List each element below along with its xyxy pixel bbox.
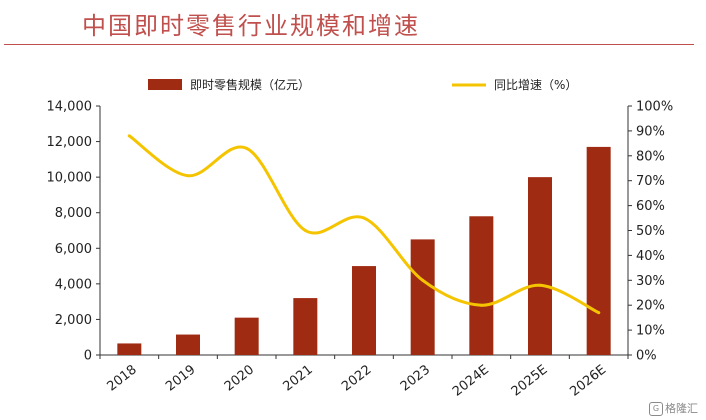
right-tick-label: 30%	[636, 274, 665, 289]
x-tick-label: 2023	[398, 362, 433, 394]
line-point	[303, 229, 307, 232]
x-tick-label: 2021	[280, 362, 315, 394]
legend-label-line: 同比增速（%）	[494, 78, 577, 92]
title-underline	[4, 44, 694, 45]
line-point	[245, 146, 249, 150]
bar	[586, 146, 611, 355]
line-series	[127, 134, 601, 315]
left-tick-label: 6,000	[55, 242, 92, 257]
x-tick-label: 2020	[222, 362, 257, 394]
right-axis-ticks: 0% 10% 20% 30% 40% 50% 60% 70% 80% 90% 100%	[628, 100, 673, 364]
line-point	[186, 174, 190, 178]
bar	[176, 334, 200, 355]
right-tick-label: 90%	[636, 124, 665, 139]
right-tick-label: 40%	[636, 249, 665, 264]
legend-label-bar: 即时零售规模（亿元）	[190, 77, 310, 92]
right-tick-label: 0%	[636, 349, 657, 364]
left-tick-label: 12,000	[47, 135, 93, 150]
line-point	[421, 278, 425, 282]
x-tick-label: 2026E	[567, 362, 609, 399]
growth-line	[127, 134, 601, 315]
chart-title: 中国即时零售行业规模和增速	[82, 12, 420, 40]
right-tick-label: 10%	[636, 324, 665, 339]
bar	[234, 317, 259, 355]
bar	[117, 343, 142, 355]
legend-swatch-bar	[148, 79, 182, 90]
left-tick-label: 10,000	[47, 171, 93, 186]
x-tick-label: 2019	[163, 362, 198, 394]
bar	[469, 216, 494, 355]
left-tick-label: 14,000	[47, 100, 93, 115]
x-tick-label: 2018	[104, 362, 139, 394]
left-tick-label: 4,000	[55, 277, 92, 292]
line-point	[597, 311, 601, 315]
right-tick-label: 50%	[636, 224, 665, 239]
left-axis-ticks: 0 2,000 4,000 6,000 8,000 10,000 12,000 14,000	[47, 100, 100, 364]
watermark-logo-icon: G	[649, 402, 663, 416]
line-point	[479, 303, 483, 307]
line-point	[362, 216, 366, 220]
bar	[293, 298, 318, 355]
x-tick-label: 2025E	[509, 362, 551, 399]
bar	[410, 239, 435, 355]
right-tick-label: 20%	[636, 299, 665, 314]
watermark-text: 格隆汇	[665, 402, 698, 415]
bar	[352, 266, 376, 355]
left-tick-label: 8,000	[55, 206, 92, 221]
legend: 即时零售规模（亿元） 同比增速（%）	[148, 77, 577, 92]
right-tick-label: 60%	[636, 199, 665, 214]
line-point	[127, 134, 131, 138]
bar	[528, 177, 552, 355]
line-point	[538, 283, 542, 287]
right-tick-label: 80%	[636, 149, 665, 164]
bar-series	[117, 146, 611, 355]
x-axis-ticks: 2018 2019 2020 2021 2022 2023 2024E 2025E 2026E	[99, 355, 629, 400]
right-tick-label: 100%	[636, 100, 673, 115]
right-tick-label: 70%	[636, 174, 665, 189]
x-tick-label: 2024E	[450, 362, 492, 399]
left-tick-label: 0	[84, 349, 92, 364]
watermark: G 格隆汇	[649, 400, 698, 416]
left-tick-label: 2,000	[55, 313, 92, 328]
x-tick-label: 2022	[339, 362, 374, 394]
